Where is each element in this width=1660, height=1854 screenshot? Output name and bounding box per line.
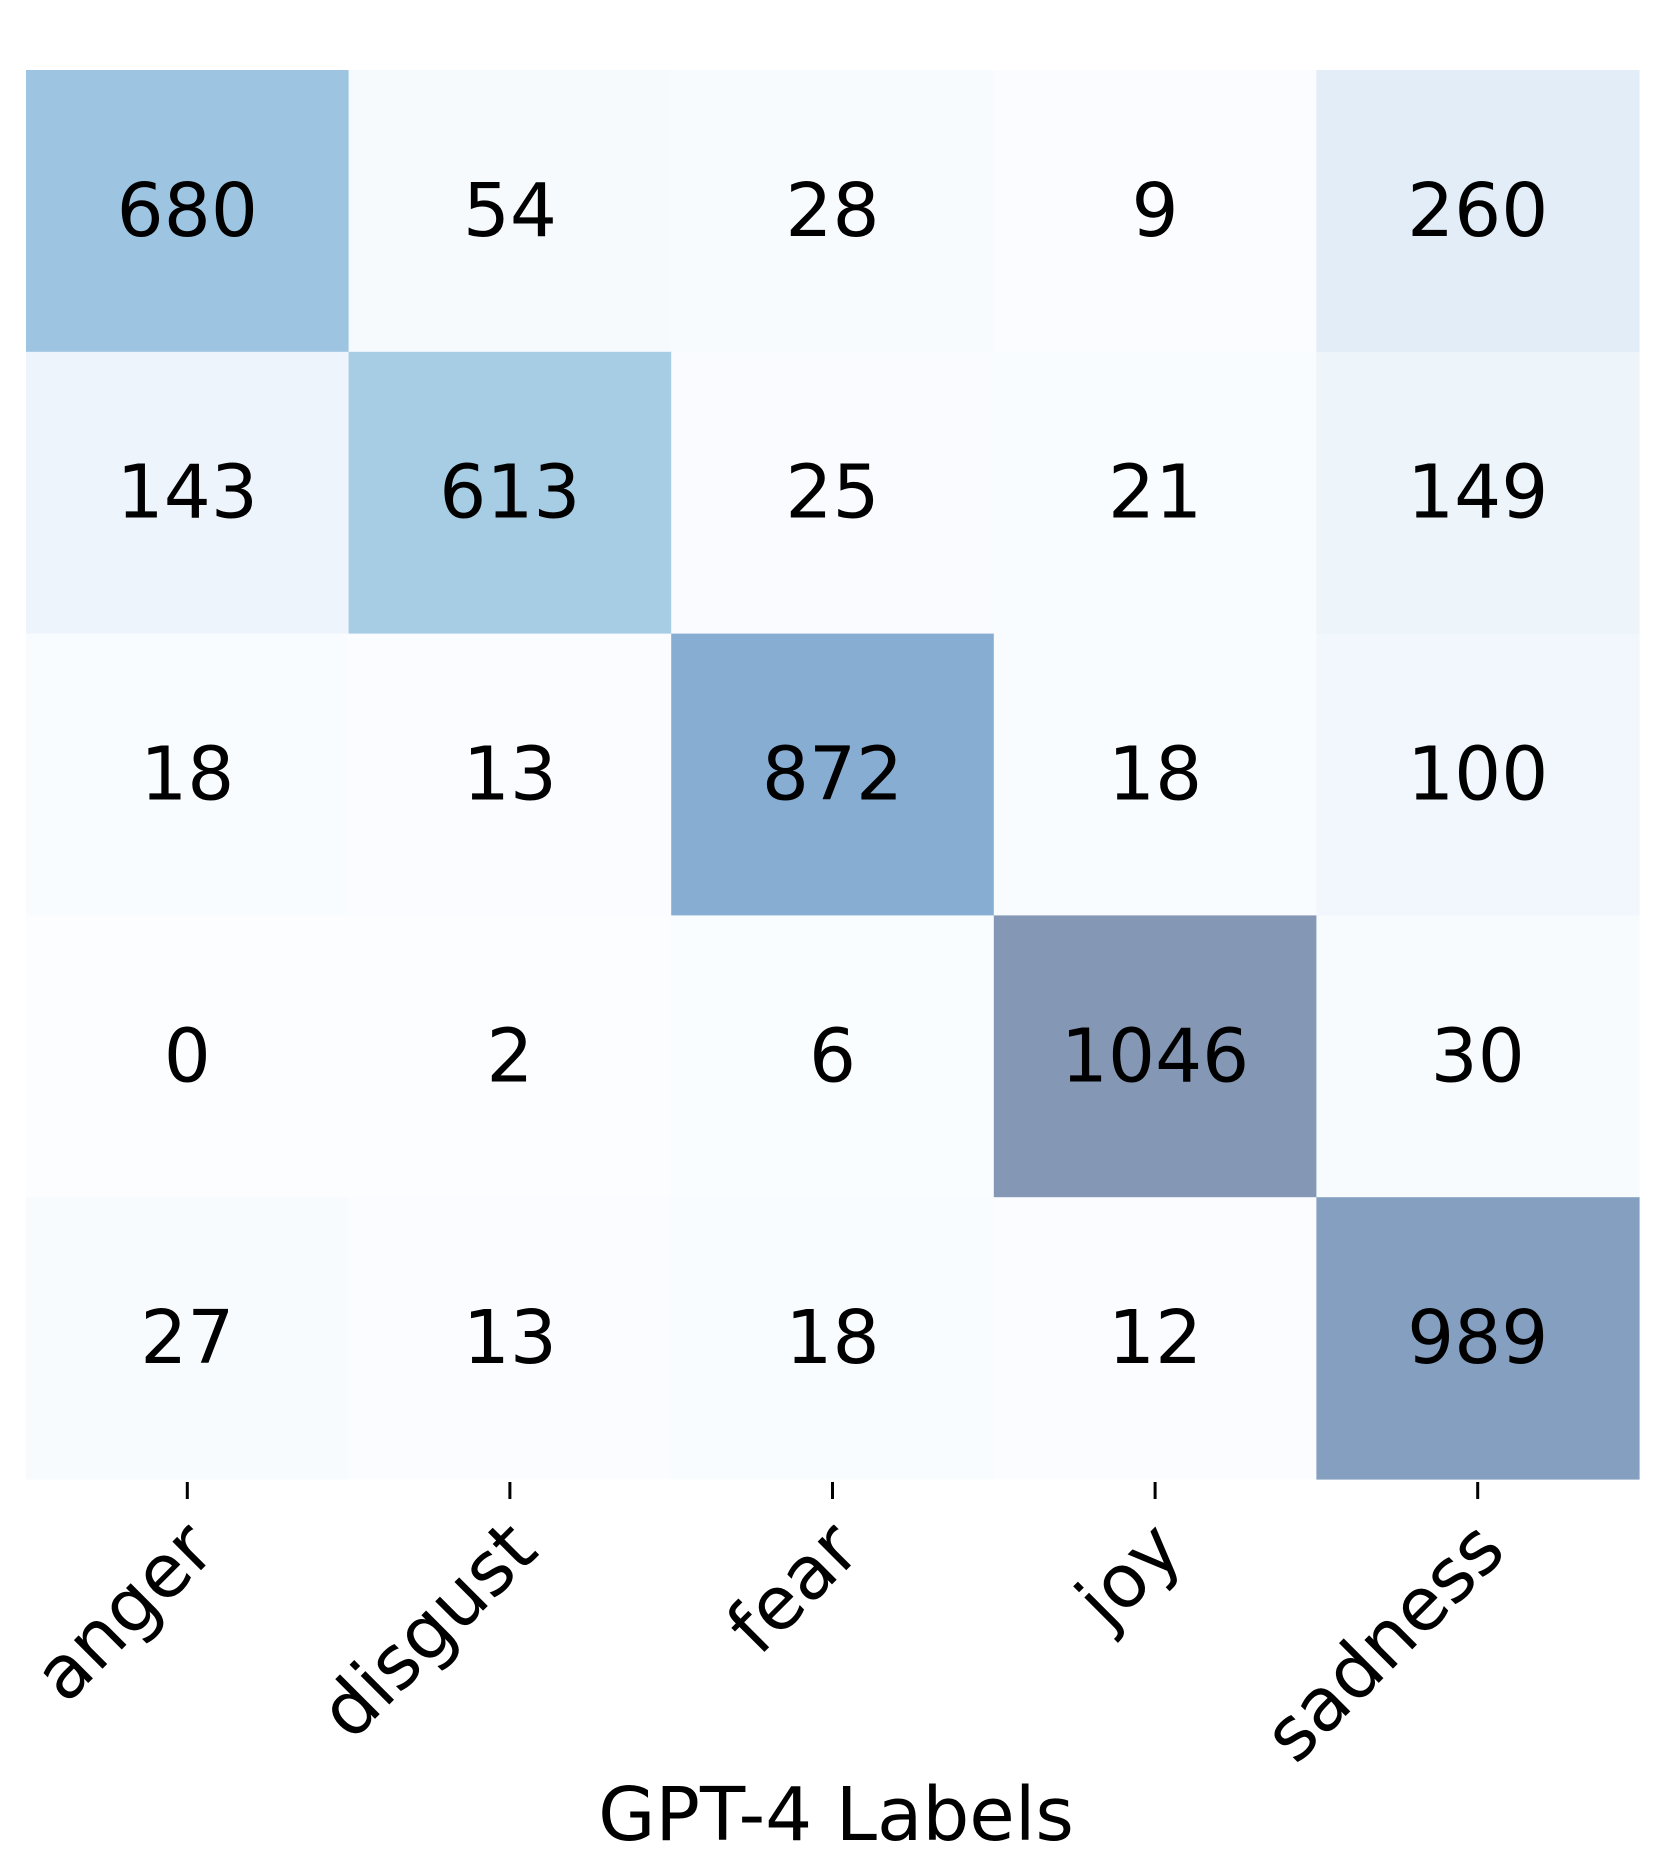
heatmap-cell-r1-c3	[993, 351, 1317, 635]
heatmap-value-r1-c4: 149	[1407, 450, 1548, 536]
heatmap-value-r0-c1: 54	[463, 168, 557, 254]
heatmap-cell-r3-c4	[1316, 915, 1640, 1198]
heatmap-value-r1-c3: 21	[1108, 450, 1202, 536]
heatmap-value-r2-c1: 13	[463, 732, 557, 818]
heatmap-value-r4-c4: 989	[1407, 1295, 1548, 1381]
heatmap-value-r4-c3: 12	[1108, 1295, 1202, 1381]
heatmap-value-r0-c0: 680	[117, 168, 258, 254]
heatmap-value-r0-c3: 9	[1132, 168, 1179, 254]
heatmap-cell-r0-c4	[1316, 70, 1640, 353]
heatmap-value-r3-c4: 30	[1431, 1013, 1525, 1099]
heatmap-value-r4-c2: 18	[785, 1295, 879, 1381]
x-tick-label-fear: fear	[711, 1505, 876, 1670]
heatmap-value-r3-c2: 6	[809, 1013, 856, 1099]
heatmap-cell-r1-c4	[1316, 351, 1640, 635]
heatmap-value-r2-c4: 100	[1407, 732, 1548, 818]
heatmap-cell-r3-c2	[671, 915, 995, 1198]
heatmap-cell-r1-c0	[26, 351, 350, 635]
heatmap-cell-r2-c1	[348, 633, 672, 916]
x-tick-label-disgust: disgust	[303, 1505, 553, 1755]
heatmap-cells	[26, 70, 1640, 1480]
heatmap-cell-r2-c4	[1316, 633, 1640, 916]
heatmap-cell-r1-c1	[348, 351, 672, 635]
x-tick-label-joy: joy	[1059, 1505, 1199, 1645]
heatmap-cell-r3-c0	[26, 915, 350, 1198]
heatmap-value-r1-c2: 25	[785, 450, 879, 536]
x-axis-tick-labels: anger disgust fear joy sadness	[18, 1505, 1521, 1779]
heatmap-cell-r3-c1	[348, 915, 672, 1198]
x-axis-label: GPT-4 Labels	[598, 1772, 1074, 1854]
heatmap-cell-r2-c3	[993, 633, 1317, 916]
heatmap-value-r3-c3: 1046	[1061, 1013, 1249, 1099]
heatmap-cell-r3-c3	[993, 915, 1317, 1198]
heatmap-cell-r0-c3	[993, 70, 1317, 353]
heatmap-value-r3-c1: 2	[486, 1013, 533, 1099]
heatmap-cell-r4-c3	[993, 1197, 1317, 1480]
heatmap-value-r2-c3: 18	[1108, 732, 1202, 818]
heatmap-value-r0-c2: 28	[785, 168, 879, 254]
heatmap-cell-r4-c0	[26, 1197, 350, 1480]
heatmap-cell-r0-c0	[26, 70, 350, 353]
x-axis-ticks	[185, 1482, 1480, 1499]
heatmap-value-r2-c2: 872	[762, 732, 903, 818]
x-tick-label-anger: anger	[18, 1505, 231, 1718]
heatmap-cell-r2-c2	[671, 633, 995, 916]
heatmap-cell-r0-c1	[348, 70, 672, 353]
heatmap-value-r4-c0: 27	[140, 1295, 234, 1381]
heatmap-value-r0-c4: 260	[1407, 168, 1548, 254]
heatmap-value-r4-c1: 13	[463, 1295, 557, 1381]
x-tick-label-sadness: sadness	[1248, 1505, 1521, 1778]
heatmap-value-r1-c0: 143	[117, 450, 258, 536]
heatmap-cell-r4-c2	[671, 1197, 995, 1480]
heatmap-value-r3-c0: 0	[164, 1013, 211, 1099]
heatmap-cell-r4-c1	[348, 1197, 672, 1480]
heatmap-value-r1-c1: 613	[439, 450, 580, 536]
heatmap-value-r2-c0: 18	[140, 732, 234, 818]
heatmap-cell-r4-c4	[1316, 1197, 1640, 1480]
heatmap-cell-r2-c0	[26, 633, 350, 916]
heatmap-cell-r0-c2	[671, 70, 995, 353]
heatmap-cell-r1-c2	[671, 351, 995, 635]
